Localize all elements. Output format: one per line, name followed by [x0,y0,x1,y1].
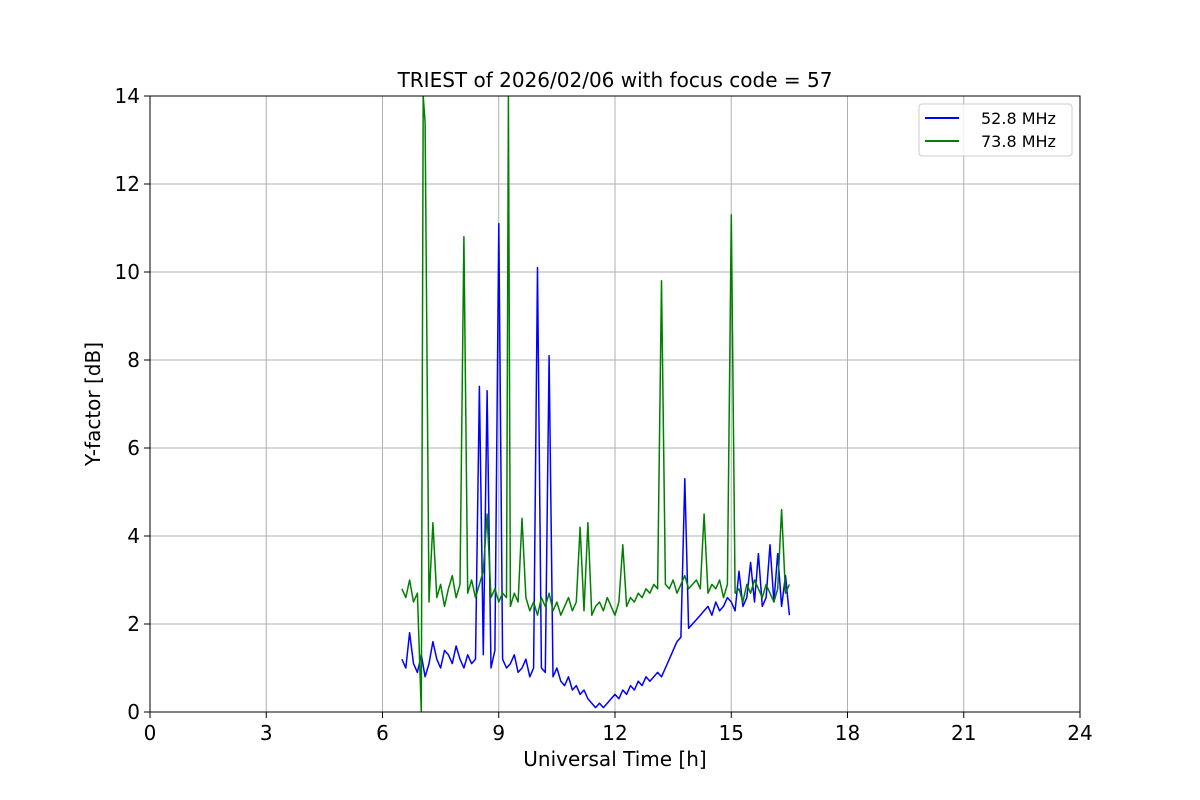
x-tick-label: 18 [835,721,860,745]
x-tick-label: 0 [144,721,157,745]
y-tick-label: 4 [127,524,140,548]
y-tick-label: 10 [115,260,140,284]
x-axis-title: Universal Time [h] [523,747,706,771]
y-axis-title: Y-factor [dB] [81,342,105,467]
x-tick-label: 21 [951,721,976,745]
legend-label-73-8-mhz: 73.8 MHz [981,132,1056,151]
legend-label-52-8-mhz: 52.8 MHz [981,109,1056,128]
x-tick-label: 9 [492,721,505,745]
y-tick-label: 2 [127,612,140,636]
legend: 52.8 MHz 73.8 MHz [918,103,1073,157]
x-tick-label: 6 [376,721,389,745]
y-tick-label: 8 [127,348,140,372]
y-tick-label: 12 [115,172,140,196]
y-tick-label: 14 [115,84,140,108]
grid [149,95,1081,713]
x-tick-label: 3 [260,721,273,745]
x-tick-label: 24 [1067,721,1092,745]
series-layer [401,96,791,712]
x-tick-label: 12 [602,721,627,745]
chart-title: TRIEST of 2026/02/06 with focus code = 5… [397,68,833,92]
x-tick-label: 15 [719,721,744,745]
y-tick-label: 6 [127,436,140,460]
series-line-52-8-mhz [401,222,791,709]
y-tick-label: 0 [127,700,140,724]
series-line-73-8-mhz [401,96,791,712]
